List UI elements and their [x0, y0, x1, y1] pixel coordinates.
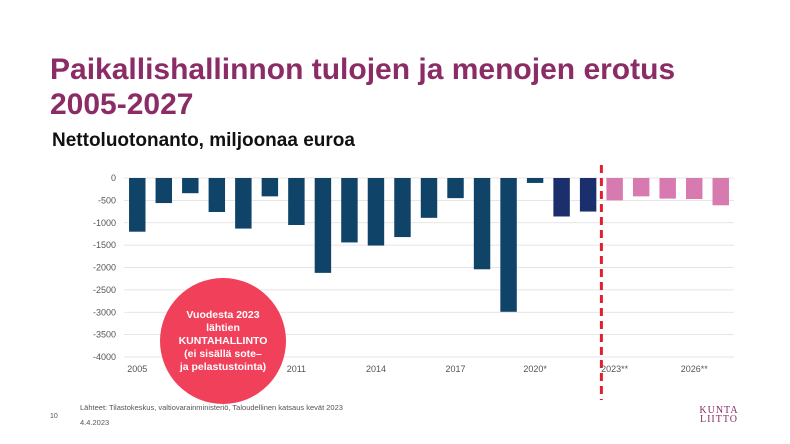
- x-tick-label: 2014: [366, 364, 386, 374]
- bar-2021*: [553, 178, 570, 217]
- bar-2005: [129, 178, 146, 232]
- x-tick-label: 2023**: [601, 364, 629, 374]
- source-note: Lähteet: Tilastokeskus, valtiovarainmini…: [80, 403, 343, 412]
- x-tick-label: 2017: [446, 364, 466, 374]
- y-tick-label: 0: [111, 173, 116, 183]
- y-tick-label: -2000: [93, 263, 116, 273]
- page-number: 10: [50, 413, 58, 420]
- bar-2008: [208, 178, 226, 213]
- x-tick-label: 2026**: [681, 364, 709, 374]
- bar-2012: [314, 178, 332, 273]
- callout-circle: Vuodesta 2023 lähtien KUNTAHALLINTO (ei …: [160, 278, 286, 404]
- kuntaliitto-logo: KUNTA LIITTO: [698, 405, 740, 425]
- bar-2027**: [712, 178, 729, 206]
- bar-2016: [420, 178, 438, 218]
- logo-line-2: LIITTO: [699, 414, 739, 425]
- bar-2011: [288, 178, 305, 225]
- x-tick-label: 2011: [287, 364, 306, 374]
- y-tick-label: -2500: [93, 285, 116, 295]
- y-tick-label: -1000: [93, 218, 116, 228]
- y-tick-label: -1500: [93, 240, 116, 250]
- x-tick-label: 2005: [127, 364, 147, 374]
- bar-2009: [235, 178, 252, 229]
- bar-2020*: [526, 178, 544, 183]
- bar-2022*: [579, 178, 597, 212]
- date-label: 4.4.2023: [80, 418, 110, 427]
- bar-2014: [367, 178, 385, 246]
- bar-2015: [394, 178, 411, 238]
- bar-2025**: [659, 178, 676, 199]
- x-tick-label: 2020*: [523, 364, 547, 374]
- y-tick-label: -4000: [93, 352, 116, 362]
- bar-2018: [473, 178, 491, 270]
- bar-2013: [341, 178, 358, 243]
- y-tick-label: -3500: [93, 330, 116, 340]
- bar-2023**: [606, 178, 623, 201]
- bar-2017: [447, 178, 464, 199]
- y-tick-label: -500: [98, 195, 116, 205]
- callout-text: Vuodesta 2023 lähtien KUNTAHALLINTO (ei …: [178, 308, 268, 373]
- bar-2006: [155, 178, 173, 204]
- bar-2026**: [685, 178, 703, 200]
- page-subtitle: Nettoluotonanto, miljoonaa euroa: [52, 130, 355, 151]
- bar-2007: [182, 178, 199, 194]
- page-title: Paikallishallinnon tulojen ja menojen er…: [50, 53, 676, 121]
- y-tick-label: -3000: [93, 307, 116, 317]
- bar-2024**: [632, 178, 650, 197]
- bar-2019: [500, 178, 517, 312]
- bar-2010: [261, 178, 279, 197]
- logo-line-1: KUNTA: [699, 405, 739, 416]
